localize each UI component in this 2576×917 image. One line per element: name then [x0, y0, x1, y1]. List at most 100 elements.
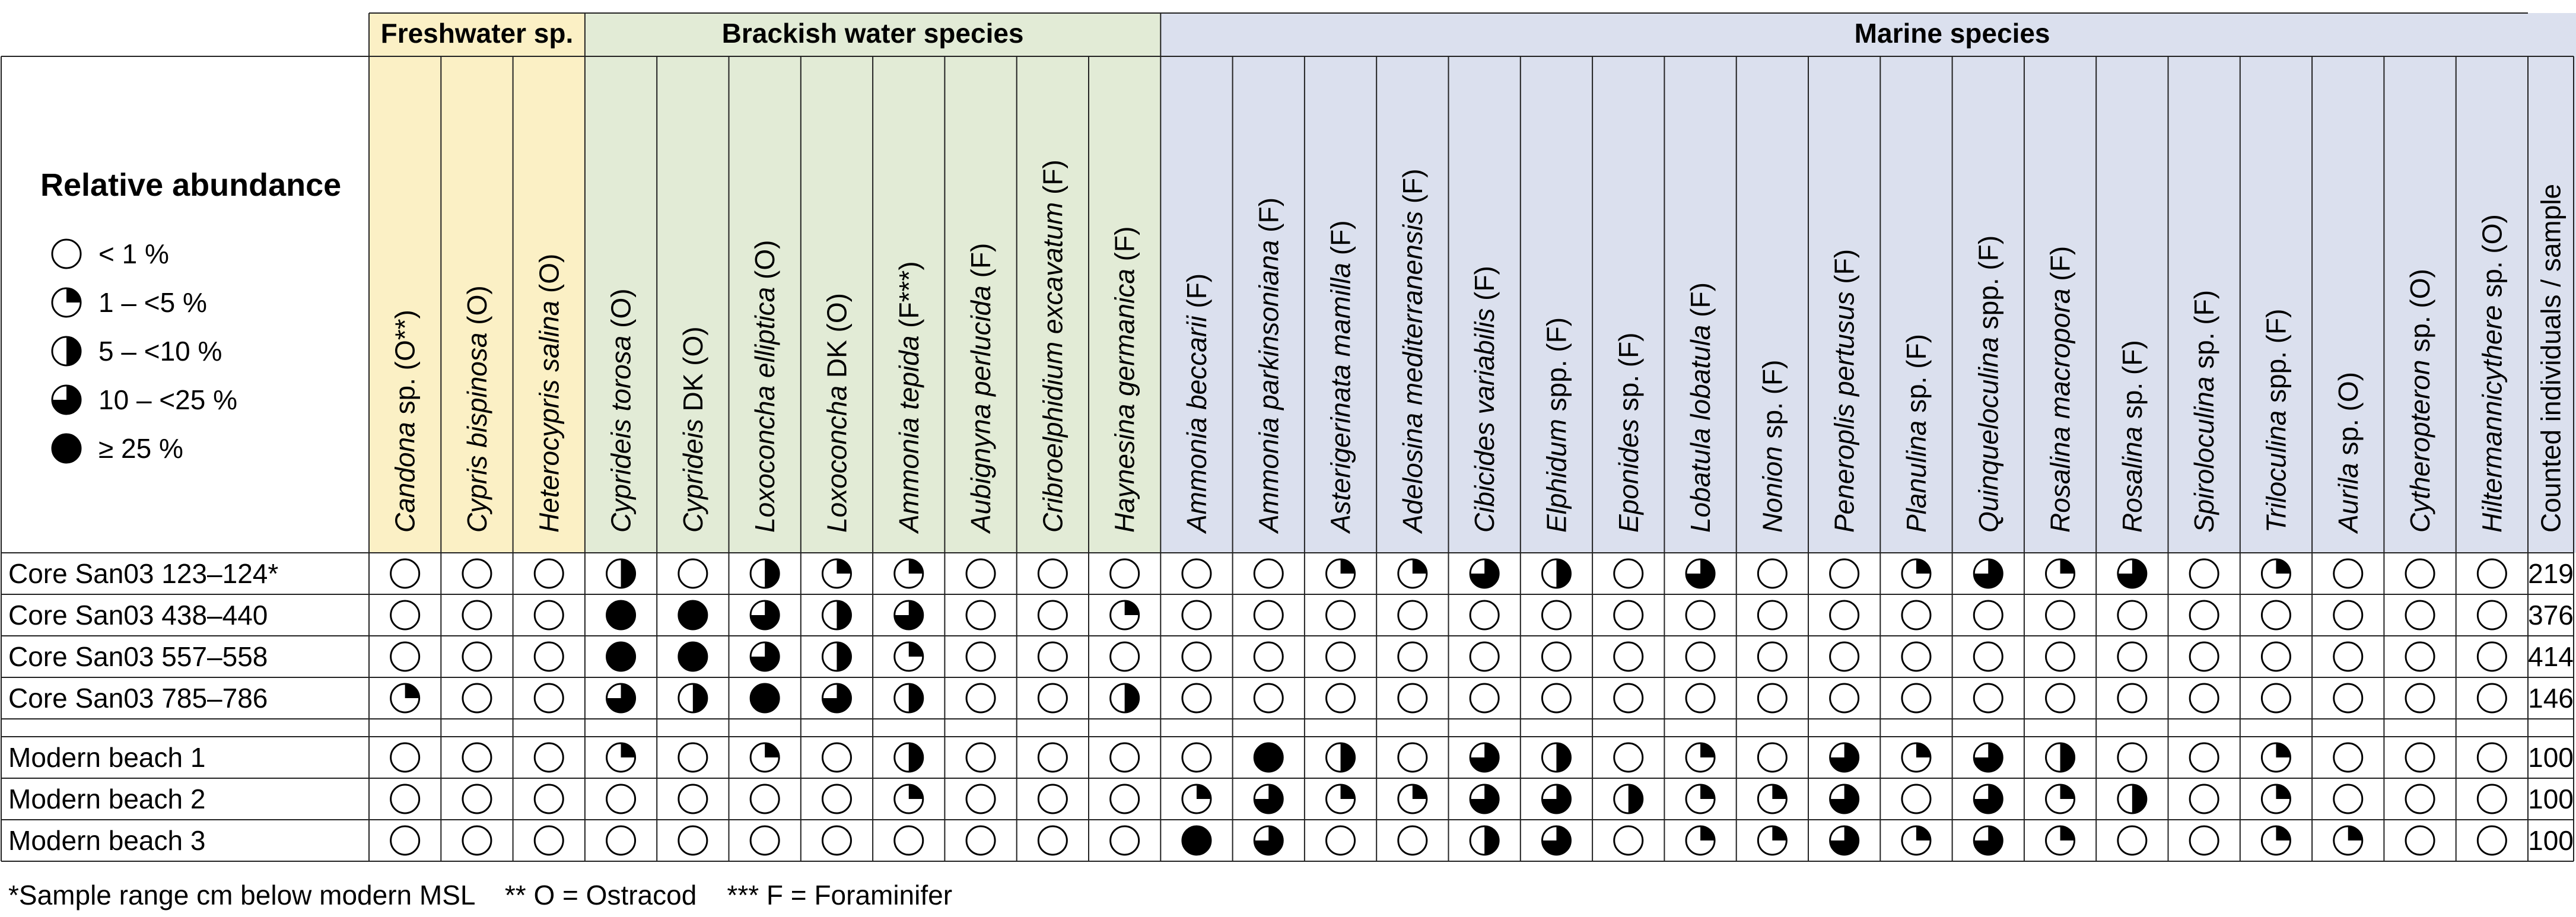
abundance-circle — [1901, 784, 1932, 814]
abundance-symbol-r1-c17 — [1613, 600, 1644, 631]
abundance-circle — [1037, 641, 1068, 672]
abundance-symbol-r0-c15 — [1469, 558, 1500, 589]
abundance-symbol-r2-c13 — [1325, 641, 1356, 672]
abundance-circle — [678, 825, 708, 856]
abundance-fill — [1556, 743, 1571, 772]
abundance-symbol-r5-c15 — [1469, 784, 1500, 814]
abundance-fill — [837, 601, 851, 629]
abundance-circle — [1757, 600, 1788, 631]
abundance-circle — [390, 641, 421, 672]
abundance-circle — [1613, 558, 1644, 589]
abundance-circle — [2405, 784, 2435, 814]
abundance-circle — [1901, 683, 1932, 714]
abundance-fill — [1830, 785, 1859, 813]
count-value-5: 100 — [2528, 784, 2574, 814]
species-suffix: sp. (F) — [1757, 360, 1788, 447]
abundance-fill — [1542, 826, 1571, 855]
legend-label-0: < 1 % — [98, 238, 169, 269]
species-suffix: (F) — [1397, 168, 1428, 211]
count-value-2: 414 — [2528, 641, 2574, 672]
abundance-circle — [1037, 784, 1068, 814]
abundance-fill — [1830, 826, 1859, 855]
species-header-9: Cribroelphidium excavatum (F) — [1037, 160, 1068, 533]
abundance-circle — [1109, 641, 1140, 672]
abundance-symbol-r4-c26 — [2260, 742, 2291, 773]
abundance-symbol-r1-c7 — [893, 600, 924, 631]
abundance-symbol-r6-c29 — [2476, 825, 2507, 856]
abundance-symbol-r4-c21 — [1901, 742, 1932, 773]
abundance-symbol-r1-c26 — [2260, 600, 2291, 631]
abundance-circle — [606, 600, 637, 631]
abundance-symbol-r4-c3 — [606, 742, 637, 773]
abundance-symbol-r0-c20 — [1829, 558, 1860, 589]
species-name: Aubignyna perlucida — [965, 285, 996, 534]
abundance-symbol-r5-c18 — [1685, 784, 1716, 814]
abundance-symbol-r5-c14 — [1397, 784, 1428, 814]
abundance-circle — [1253, 641, 1284, 672]
species-name: Cytheropteron — [2405, 360, 2435, 533]
abundance-symbol-r2-c2 — [533, 641, 564, 672]
species-name: Adelosina mediterranensis — [1397, 211, 1428, 534]
abundance-symbol-r1-c20 — [1829, 600, 1860, 631]
abundance-circle — [678, 641, 708, 672]
abundance-symbol-r4-c25 — [2189, 742, 2219, 773]
abundance-symbol-r3-c5 — [749, 683, 780, 714]
sample-label-0: Core San03 123–124* — [8, 558, 278, 589]
sample-label-6: Modern beach 3 — [8, 825, 205, 856]
abundance-symbol-r0-c24 — [2117, 558, 2148, 589]
abundance-symbol-r4-c18 — [1685, 742, 1716, 773]
abundance-symbol-r6-c12 — [1253, 825, 1284, 856]
abundance-symbol-r3-c22 — [1973, 683, 2003, 714]
abundance-circle — [965, 600, 996, 631]
abundance-symbol-r5-c16 — [1541, 784, 1572, 814]
species-name: Cyprideis — [678, 419, 708, 533]
abundance-circle — [2333, 742, 2364, 773]
group-label-0: Freshwater sp. — [381, 18, 574, 49]
abundance-circle — [2117, 600, 2148, 631]
abundance-fill — [1340, 743, 1355, 772]
abundance-circle — [1109, 558, 1140, 589]
abundance-circle — [678, 558, 708, 589]
abundance-circle — [1829, 558, 1860, 589]
abundance-circle — [390, 825, 421, 856]
abundance-circle — [51, 433, 82, 464]
abundance-fill — [837, 642, 851, 671]
abundance-symbol-r6-c7 — [893, 825, 924, 856]
abundance-symbol-r2-c0 — [390, 641, 421, 672]
abundance-symbol-r2-c4 — [678, 641, 708, 672]
abundance-circle — [1037, 558, 1068, 589]
abundance-symbol-r6-c1 — [462, 825, 492, 856]
abundance-symbol-r4-c22 — [1973, 742, 2003, 773]
abundance-symbol-r0-c4 — [678, 558, 708, 589]
abundance-circle — [2405, 641, 2435, 672]
abundance-symbol-r0-c13 — [1325, 558, 1356, 589]
species-suffix: (F) — [1469, 266, 1500, 308]
abundance-symbol-r5-c17 — [1613, 784, 1644, 814]
abundance-symbol-r0-c27 — [2333, 558, 2364, 589]
abundance-circle — [1685, 683, 1716, 714]
abundance-symbol-r2-c26 — [2260, 641, 2291, 672]
abundance-symbol-r0-c18 — [1685, 558, 1716, 589]
abundance-symbol-r0-c29 — [2476, 558, 2507, 589]
abundance-circle — [1541, 600, 1572, 631]
abundance-symbol-r3-c8 — [965, 683, 996, 714]
abundance-symbol-r4-c10 — [1109, 742, 1140, 773]
abundance-symbol-r4-c6 — [821, 742, 852, 773]
abundance-symbol-r2-c21 — [1901, 641, 1932, 672]
abundance-circle — [1469, 600, 1500, 631]
species-header-21: Planulina sp. (F) — [1901, 334, 1932, 533]
sample-label-4: Modern beach 1 — [8, 742, 205, 773]
abundance-fill — [1974, 743, 2003, 772]
species-suffix: (F) — [2045, 246, 2076, 289]
species-suffix: (F) — [965, 243, 996, 286]
abundance-symbol-r0-c9 — [1037, 558, 1068, 589]
abundance-fill — [1974, 559, 2003, 588]
group-label-2: Marine species — [1855, 18, 2050, 49]
species-name: Nonion — [1757, 446, 1788, 533]
abundance-fill — [1470, 559, 1499, 588]
species-name: Hiltermannicythere — [2476, 305, 2507, 533]
abundance-symbol-r3-c18 — [1685, 683, 1716, 714]
abundance-fill — [1772, 785, 1787, 799]
species-name: Ammonia tepida — [893, 336, 924, 534]
